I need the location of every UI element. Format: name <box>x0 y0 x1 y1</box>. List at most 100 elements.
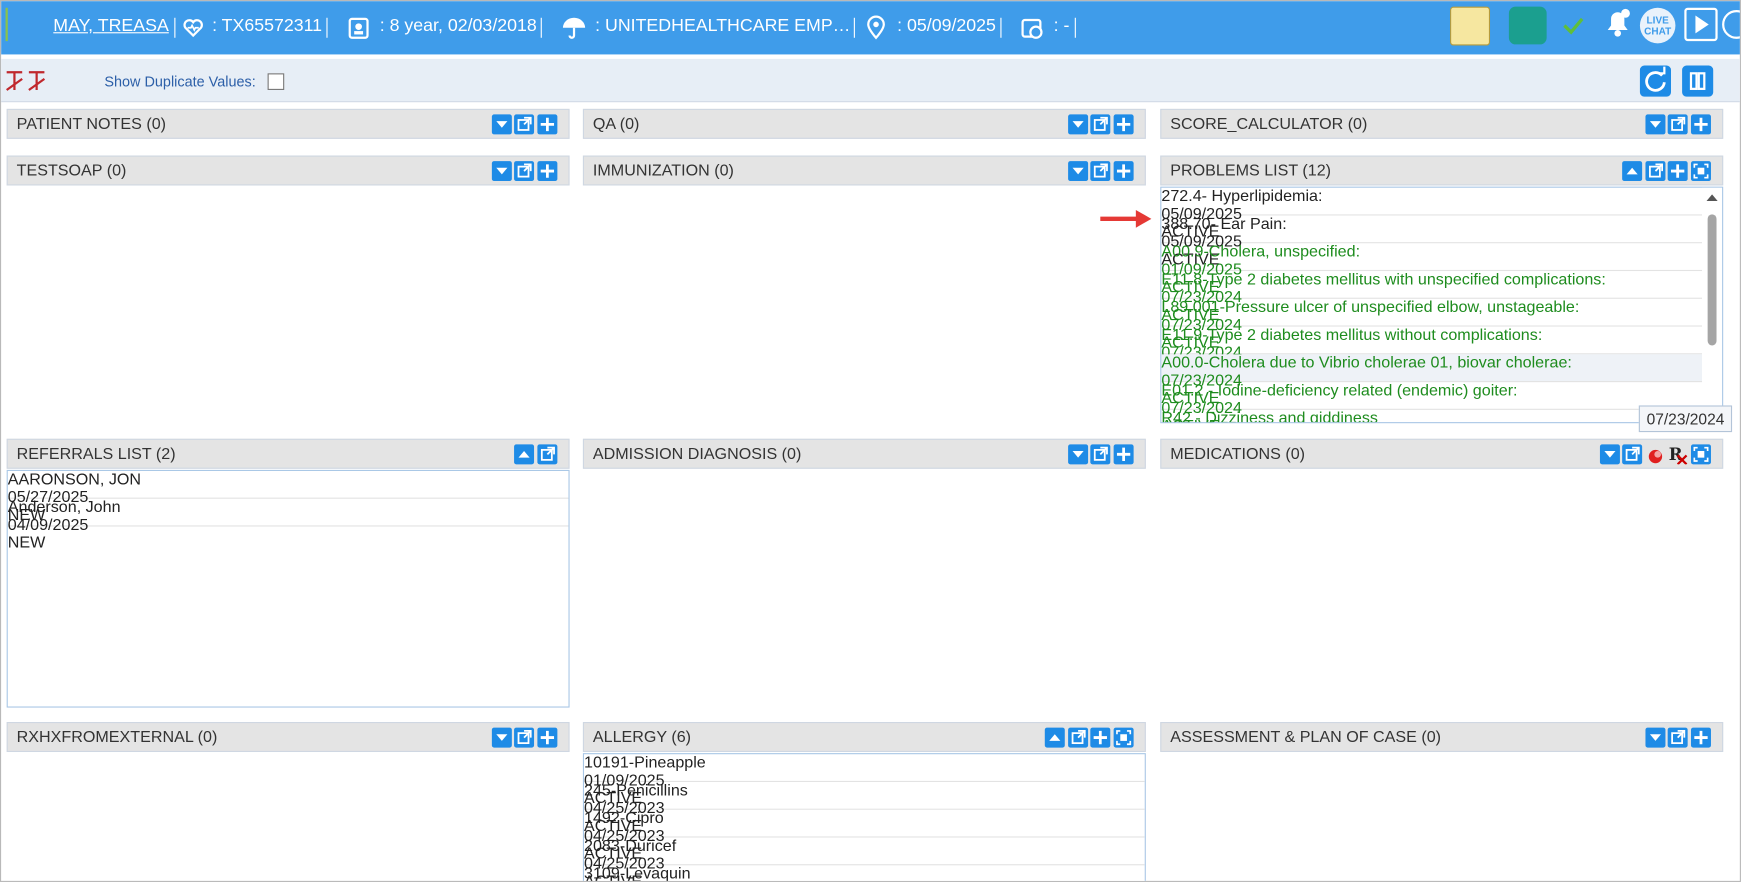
pill-button[interactable] <box>1645 444 1665 464</box>
collapse-button[interactable] <box>1644 727 1665 748</box>
svg-text:R: R <box>1669 444 1683 464</box>
pdf-icons[interactable] <box>4 70 48 92</box>
list-row[interactable]: E11.8-Type 2 diabetes mellitus with unsp… <box>1161 271 1703 324</box>
expand-button[interactable] <box>514 444 535 465</box>
collapse-button[interactable] <box>1067 444 1088 465</box>
add-button[interactable] <box>1113 114 1134 135</box>
expand-button[interactable] <box>1044 727 1065 748</box>
list-row[interactable]: 10191-Pineapple 01/09/2025 ACTIVE <box>584 754 1145 808</box>
list-row[interactable]: 272.4- Hyperlipidemia: 05/09/2025 ACTIVE <box>1161 188 1703 241</box>
panel-header: RXHXFROMEXTERNAL (0) <box>6 722 570 753</box>
item-status: ACTIVE <box>1161 389 1220 408</box>
add-button[interactable] <box>536 114 557 135</box>
collapse-button[interactable] <box>491 161 512 182</box>
panel-title: ASSESSMENT & PLAN OF CASE (0) <box>1170 728 1442 747</box>
popout-button[interactable] <box>536 444 557 465</box>
add-button[interactable] <box>1690 727 1711 748</box>
item-status: ACTIVE <box>1161 334 1220 353</box>
item-date: 05/09/2025 <box>1161 205 1242 224</box>
fullscreen-button[interactable] <box>1113 727 1134 748</box>
panel-title: PATIENT NOTES (0) <box>16 115 167 134</box>
telehealth-button[interactable] <box>1508 6 1547 45</box>
item-date: 04/25/2023 <box>584 827 665 846</box>
item-name: R42 - Dizziness and giddiness <box>1161 409 1378 424</box>
popout-button[interactable] <box>1090 161 1111 182</box>
popout-button[interactable] <box>1667 114 1688 135</box>
fullscreen-button[interactable] <box>1690 444 1711 465</box>
collapse-button[interactable] <box>491 727 512 748</box>
list-row[interactable]: A00.9-Cholera, unspecified: 01/09/2025 ACT… <box>1161 243 1703 297</box>
popout-button[interactable] <box>1667 727 1688 748</box>
item-date: 04/09/2025 <box>7 516 89 535</box>
list-row[interactable]: Anderson, John 04/09/2025 NEW <box>7 498 569 552</box>
item-status: NEW <box>7 506 46 525</box>
collapse-button[interactable] <box>1644 114 1665 135</box>
play-button[interactable] <box>1684 7 1718 42</box>
add-button[interactable] <box>1113 161 1134 182</box>
item-status: ACTIVE <box>584 789 643 808</box>
patient-name[interactable]: MAY, TREASA <box>53 16 169 36</box>
list-row[interactable]: R42 - Dizziness and giddiness07/23/2024A… <box>1161 409 1702 424</box>
item-name: E11.9-Type 2 diabetes mellitus without c… <box>1161 326 1543 345</box>
notepad-button[interactable] <box>1450 6 1491 46</box>
item-date: 04/25/2023 <box>584 799 665 818</box>
close-button[interactable] <box>1722 9 1740 39</box>
panel-title: QA (0) <box>592 115 640 134</box>
appointment: : - <box>1053 16 1070 36</box>
add-button[interactable] <box>536 161 557 182</box>
add-button[interactable] <box>1690 114 1711 135</box>
collapse-button[interactable] <box>491 114 512 135</box>
popout-button[interactable] <box>514 161 535 182</box>
panel-header: IMMUNIZATION (0) <box>582 155 1146 186</box>
item-name: 10191-Pineapple <box>584 754 706 773</box>
fullscreen-button[interactable] <box>1690 161 1711 182</box>
popout-button[interactable] <box>1090 114 1111 135</box>
list-row[interactable]: 388.70- Ear Pain: 05/09/2025 ACTIVE <box>1161 215 1703 269</box>
list-row[interactable]: A00.0-Cholera due to Vibrio cholerae 01,… <box>1161 354 1703 408</box>
popout-button[interactable] <box>1644 161 1665 182</box>
bell-button[interactable] <box>1603 8 1632 39</box>
calendar-icon <box>1021 18 1043 39</box>
add-button[interactable] <box>536 727 557 748</box>
add-button[interactable] <box>1667 161 1688 182</box>
item-date: 05/27/2025 <box>7 488 89 507</box>
collapse-button[interactable] <box>1067 114 1088 135</box>
expand-button[interactable] <box>1622 161 1643 182</box>
popout-button[interactable] <box>514 114 535 135</box>
umbrella-icon <box>562 17 586 39</box>
list-row[interactable]: E01.2 - Iodine-deficiency related (endem… <box>1161 382 1703 422</box>
panel-title: IMMUNIZATION (0) <box>592 162 734 180</box>
item-date: 07/23/2024 <box>1161 288 1242 307</box>
collapse-button[interactable] <box>1599 444 1620 465</box>
item-date: 01/09/2025 <box>584 772 665 790</box>
list-row[interactable]: E11.9-Type 2 diabetes mellitus without c… <box>1161 326 1703 380</box>
popout-button[interactable] <box>1622 444 1643 465</box>
live-chat-button[interactable]: LIVE CHAT <box>1639 7 1676 44</box>
item-date: 07/23/2024 <box>1161 372 1242 390</box>
panel-title: MEDICATIONS (0) <box>1170 445 1306 464</box>
popout-button[interactable] <box>514 727 535 748</box>
collapse-button[interactable] <box>1067 161 1088 182</box>
refresh-button[interactable] <box>1639 65 1672 97</box>
add-button[interactable] <box>1090 727 1111 748</box>
check-button[interactable] <box>1561 14 1585 36</box>
rx-button[interactable]: R <box>1668 444 1688 466</box>
list-row[interactable]: 1492-Cipro 04/25/2023 ACTIVE <box>584 810 1145 863</box>
item-status: ACTIVE <box>584 845 643 864</box>
list-row[interactable]: L89.001-Pressure ulcer of unspecified el… <box>1161 299 1703 352</box>
add-button[interactable] <box>1113 444 1134 465</box>
item-status: ACTIVE <box>1161 278 1220 297</box>
list-row[interactable]: 245-Penicillins 04/25/2023 ACTIVE <box>584 782 1145 835</box>
list-row[interactable]: AARONSON, JON 05/27/2025 NEW <box>7 471 569 524</box>
item-name: Anderson, John <box>7 498 121 517</box>
item-status: ACTIVE <box>1161 306 1220 325</box>
separator <box>1000 17 1002 38</box>
popout-button[interactable] <box>1067 727 1088 748</box>
list-row[interactable]: 2083-Duricef 04/25/2023 ACTIVE <box>584 838 1145 881</box>
layout-button[interactable] <box>1682 65 1714 97</box>
item-status: ACTIVE <box>584 873 643 882</box>
show-duplicates-checkbox[interactable] <box>267 73 285 90</box>
popout-button[interactable] <box>1090 444 1111 465</box>
